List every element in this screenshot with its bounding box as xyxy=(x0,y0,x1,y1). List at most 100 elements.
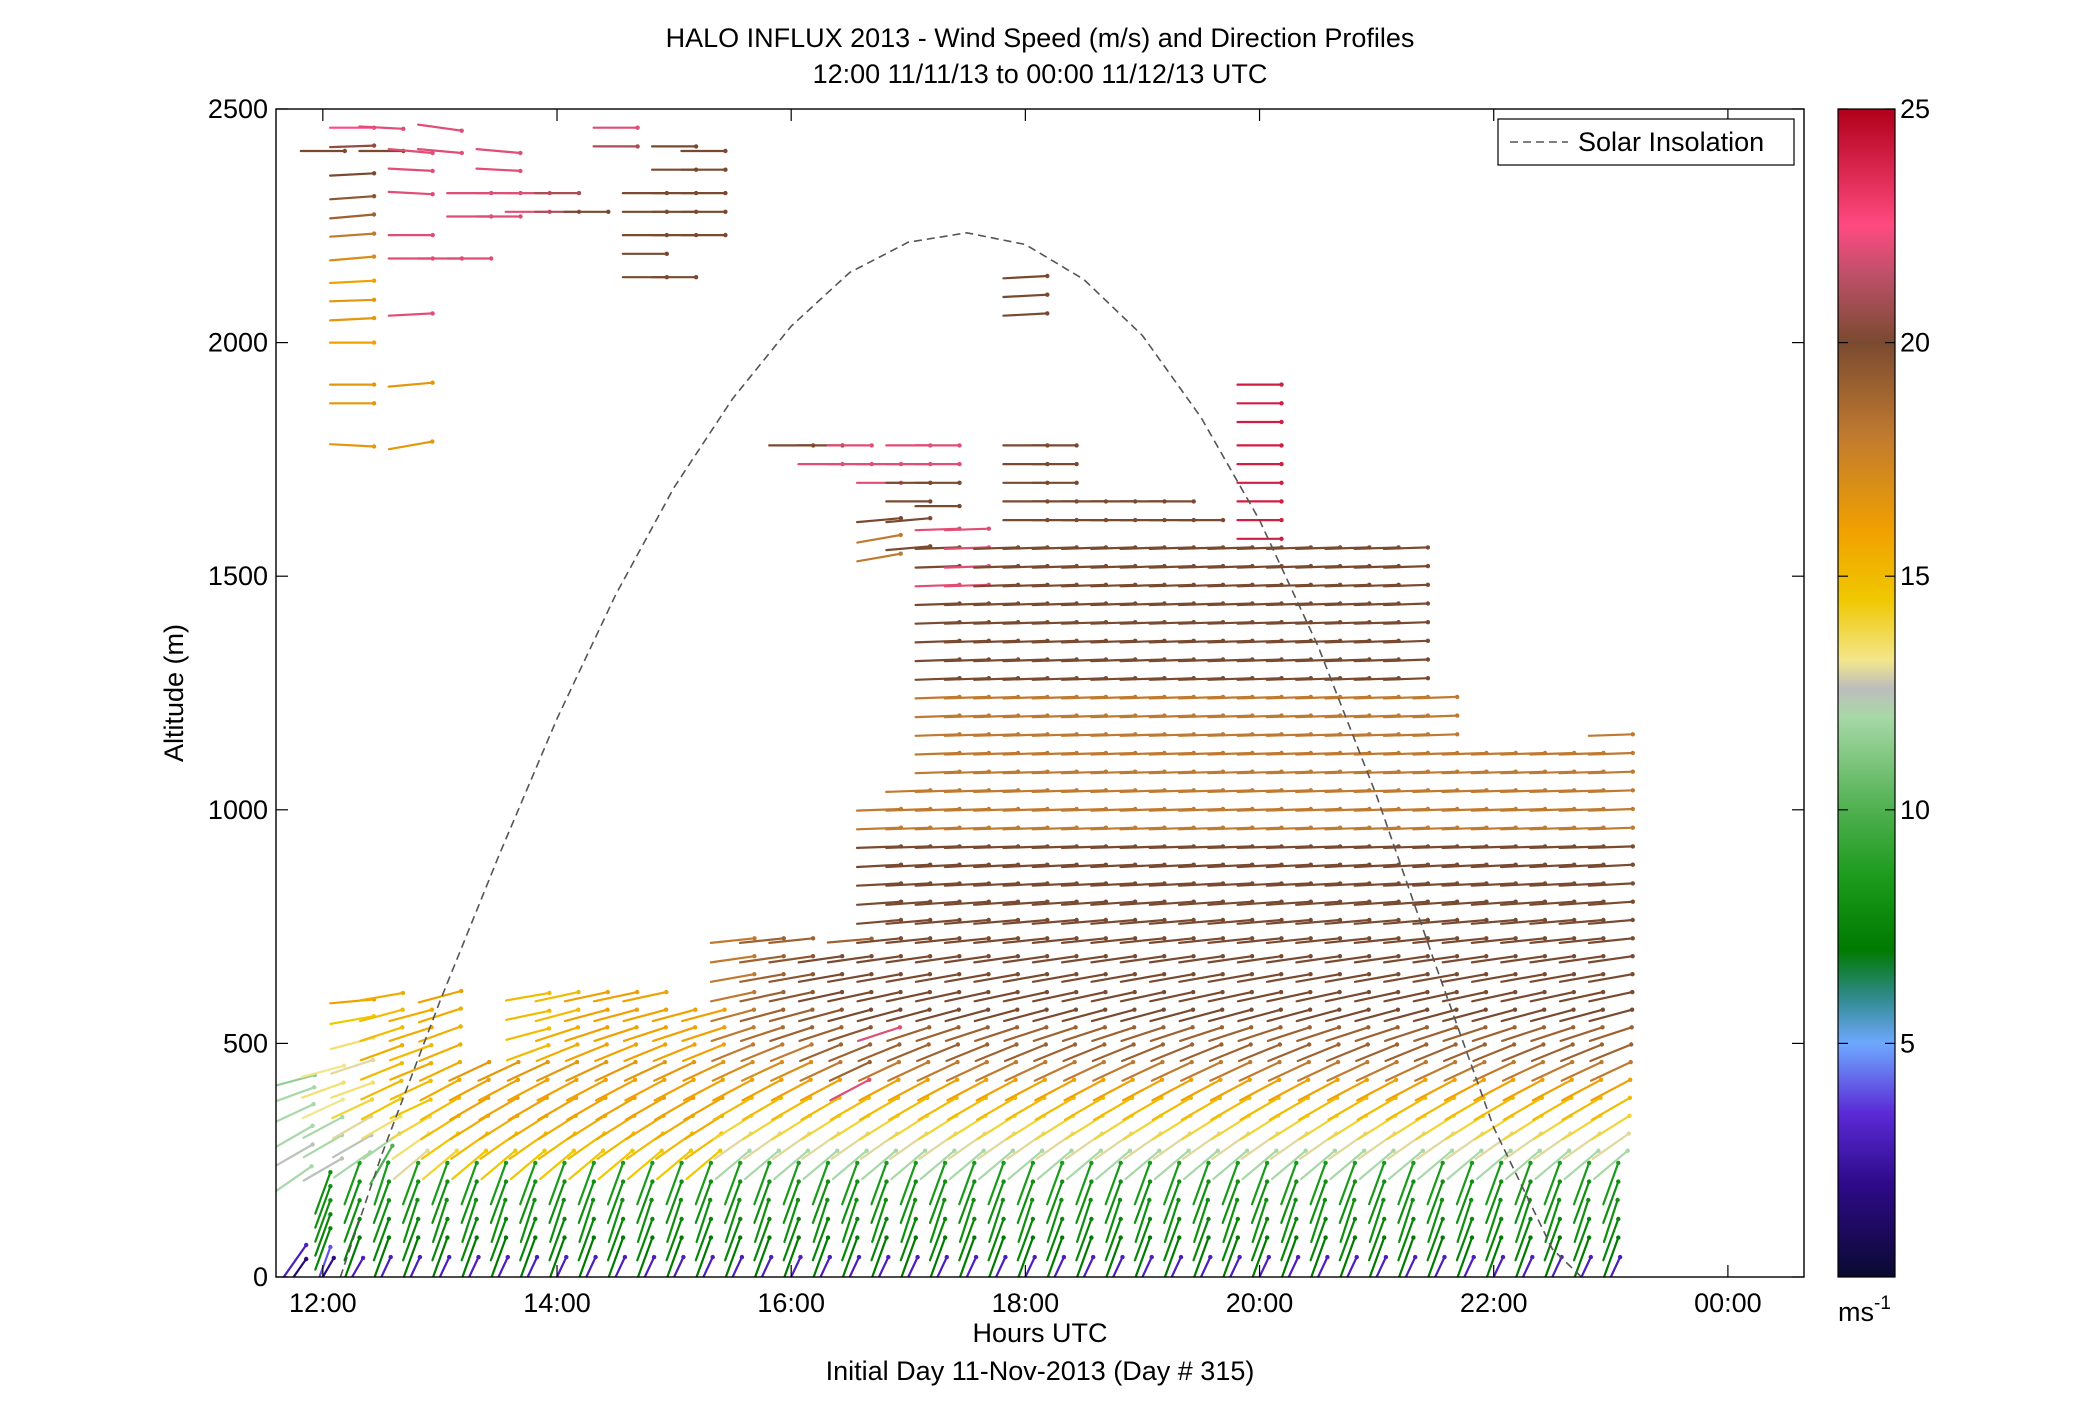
wind-vector-head xyxy=(1571,1007,1576,1012)
wind-vector-head xyxy=(810,954,816,959)
wind-vector xyxy=(768,973,815,983)
wind-vector xyxy=(1404,1255,1417,1277)
wind-vector xyxy=(1002,900,1049,906)
wind-vector-head xyxy=(1118,1179,1123,1184)
wind-vector-head xyxy=(1303,1148,1308,1153)
wind-vector-head xyxy=(1425,582,1431,587)
wind-vector-head xyxy=(1103,936,1109,941)
wind-vector-head xyxy=(1425,917,1431,923)
wind-vector-head xyxy=(1365,1042,1371,1047)
wind-vector-head xyxy=(1161,989,1167,995)
wind-vector-head xyxy=(445,1179,450,1184)
wind-vector xyxy=(855,863,903,869)
wind-vector xyxy=(1470,882,1517,887)
wind-vector-head xyxy=(898,532,903,538)
wind-vector xyxy=(665,1217,683,1262)
wind-vector xyxy=(1270,1149,1307,1181)
legend-label-solar: Solar Insolation xyxy=(1578,127,1764,157)
wind-vector xyxy=(1587,826,1634,831)
wind-vector xyxy=(1238,1060,1281,1082)
wind-vector xyxy=(973,990,1019,1003)
wind-vector xyxy=(1324,1008,1370,1023)
wind-vector xyxy=(548,1217,566,1262)
wind-vector-head xyxy=(1557,1235,1563,1240)
wind-vector-head xyxy=(1206,1216,1211,1222)
wind-vector-head xyxy=(1206,1235,1211,1240)
wind-vector xyxy=(1236,882,1283,887)
wind-vector-head xyxy=(630,1148,635,1153)
wind-vector xyxy=(1442,1043,1486,1063)
wind-vector xyxy=(1521,1255,1534,1277)
wind-vector xyxy=(1382,955,1429,964)
wind-vector-head xyxy=(1601,972,1606,977)
wind-vector-head xyxy=(1162,954,1167,959)
wind-vector-head xyxy=(1147,1179,1153,1184)
wind-vector-head xyxy=(1600,989,1606,995)
wind-vector xyxy=(1587,845,1634,850)
wind-vector-head xyxy=(576,190,582,196)
wind-vector-head xyxy=(534,1254,540,1260)
wind-vector-head xyxy=(649,1197,654,1203)
wind-vector xyxy=(1060,882,1108,887)
wind-vector xyxy=(1280,1236,1298,1277)
wind-vector xyxy=(1397,1198,1414,1244)
chart-title: HALO INFLUX 2013 - Wind Speed (m/s) and … xyxy=(666,23,1415,53)
wind-vector-head xyxy=(430,232,435,238)
wind-vector xyxy=(329,279,376,285)
wind-vector xyxy=(1119,937,1166,945)
wind-vector xyxy=(1002,990,1049,1003)
wind-vector xyxy=(626,1149,663,1181)
wind-vector xyxy=(402,1236,420,1277)
wind-vector-head xyxy=(1513,936,1518,941)
wind-vector xyxy=(594,1060,637,1082)
wind-vector xyxy=(1470,937,1517,945)
wind-vector xyxy=(1091,1043,1135,1063)
wind-vector xyxy=(973,1008,1019,1023)
wind-vector-head xyxy=(474,1235,479,1240)
wind-vector-head xyxy=(486,1077,491,1083)
wind-vector-head xyxy=(809,1025,815,1030)
wind-vector-head xyxy=(722,1025,727,1030)
wind-vector xyxy=(329,298,376,303)
wind-vector xyxy=(1060,955,1107,964)
wind-vector-head xyxy=(956,1025,961,1030)
wind-vector xyxy=(1280,1161,1298,1206)
colorbar-tick-label: 5 xyxy=(1900,1028,1915,1058)
wind-vector xyxy=(770,1060,813,1082)
wind-vector xyxy=(856,1026,902,1043)
wind-vector-head xyxy=(328,1212,333,1217)
wind-vector-head xyxy=(1264,1197,1269,1203)
wind-vector-head xyxy=(1307,1007,1313,1012)
wind-vector-head xyxy=(795,1197,801,1203)
wind-vector-head xyxy=(1352,1216,1358,1222)
wind-vector-head xyxy=(1098,1148,1104,1153)
wind-vector-head xyxy=(1014,1025,1020,1030)
wind-vector-head xyxy=(1306,1077,1311,1083)
wind-vector-head xyxy=(591,1235,596,1240)
wind-vector-head xyxy=(1570,1042,1575,1047)
wind-vector xyxy=(329,144,376,149)
wind-vector xyxy=(1193,1198,1209,1244)
wind-vector xyxy=(1499,918,1547,925)
wind-vector-head xyxy=(1308,917,1313,923)
wind-vector-head xyxy=(1325,1254,1330,1260)
wind-vector-head xyxy=(1131,1042,1136,1047)
wind-vector xyxy=(607,1236,625,1277)
wind-vector-head xyxy=(445,1160,450,1166)
wind-vector xyxy=(1090,955,1137,964)
wind-vector-head xyxy=(1499,1235,1504,1240)
wind-vector-head xyxy=(357,1235,362,1240)
wind-vector xyxy=(624,1096,666,1121)
wind-vector-head xyxy=(1336,1042,1341,1047)
wind-vector-head xyxy=(898,1007,903,1012)
wind-vector-head xyxy=(428,1061,434,1066)
wind-vector xyxy=(1501,1060,1545,1082)
wind-vector-head xyxy=(1530,1254,1535,1260)
wind-vector-head xyxy=(1630,806,1636,812)
wind-vector xyxy=(1090,900,1137,906)
wind-vector xyxy=(1500,1008,1546,1023)
wind-vector-head xyxy=(1424,1042,1429,1047)
wind-vector xyxy=(826,937,873,944)
wind-vector xyxy=(624,1078,666,1102)
wind-vector xyxy=(1062,1043,1106,1063)
